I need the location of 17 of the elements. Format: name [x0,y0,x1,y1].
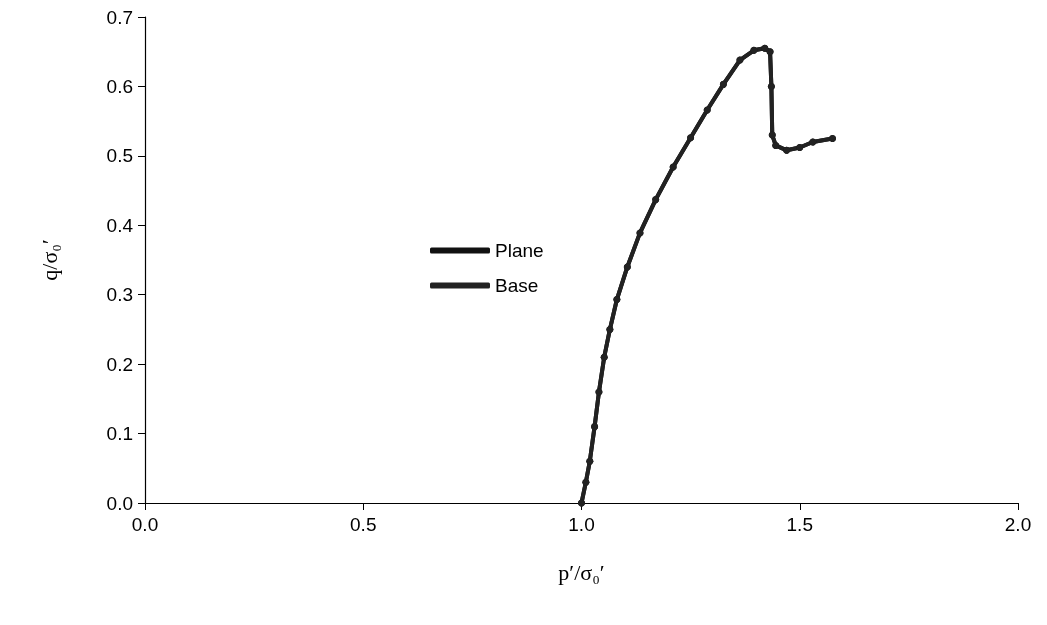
x-tick-label: 1.5 [786,514,813,535]
x-tick-label: 0.5 [350,514,377,535]
y-tick-label: 0.1 [106,423,133,445]
y-tick-label: 0.2 [106,353,133,375]
x-tick-label: 0.0 [131,514,159,535]
y-tick-label: 0.5 [106,145,133,167]
y-axis-title: q/σ₀′ [36,239,62,281]
y-tick-label: 0.7 [106,6,133,28]
legend-label: Base [495,275,539,296]
x-tick-label: 2.0 [1004,514,1032,535]
y-tick-label: 0.6 [106,75,133,97]
x-axis-title: p′/σ₀′ [558,559,605,585]
y-tick-label: 0.4 [106,214,134,236]
legend-label: Plane [495,240,544,261]
x-tick-label: 1.0 [568,514,595,535]
y-tick-label: 0.3 [106,284,133,306]
y-tick-label: 0.0 [106,492,133,514]
